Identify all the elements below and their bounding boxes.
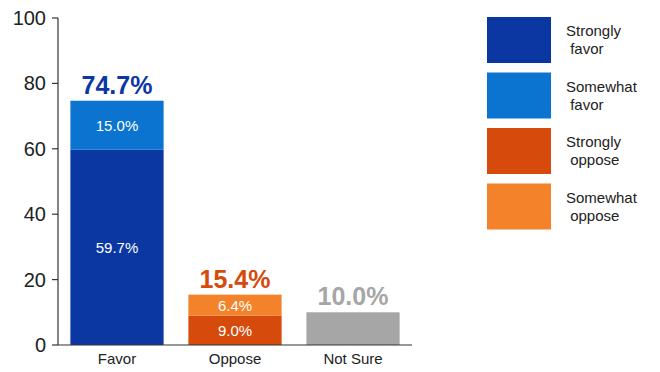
total-label: 74.7% xyxy=(82,71,153,99)
legend-label-line: Somewhat xyxy=(566,189,638,206)
legend-label-line: favor xyxy=(566,96,604,113)
x-tick-label: Oppose xyxy=(209,350,262,367)
axes: 0 20 40 60 80 100 Favor Oppose Not Sure xyxy=(13,7,412,367)
legend: Strongly favorSomewhat favorStrongly opp… xyxy=(487,17,638,230)
y-tick xyxy=(52,214,58,215)
y-tick xyxy=(52,83,58,84)
total-labels: 74.7% 15.4% 10.0% xyxy=(82,71,389,311)
data-label: 6.4% xyxy=(218,297,252,314)
y-tick xyxy=(52,344,58,345)
legend-label-line: Strongly xyxy=(566,22,622,39)
total-label: 10.0% xyxy=(318,282,389,310)
y-tick xyxy=(52,279,58,280)
legend-label: Somewhat oppose xyxy=(566,189,638,224)
data-label: 15.0% xyxy=(96,117,139,134)
bar-segment xyxy=(188,316,281,345)
y-tick-label: 0 xyxy=(35,334,46,356)
x-axis-line xyxy=(58,344,412,345)
data-label: 9.0% xyxy=(218,322,252,339)
data-labels: 59.7% 15.0% 9.0% 6.4% xyxy=(96,117,252,339)
bars xyxy=(70,101,399,345)
legend-swatch xyxy=(487,184,551,230)
y-tick-label: 100 xyxy=(13,7,46,29)
legend-label-line: oppose xyxy=(566,151,619,168)
legend-label: Strongly oppose xyxy=(566,133,622,168)
legend-label: Somewhat favor xyxy=(566,78,638,113)
legend-label-line: favor xyxy=(566,40,604,57)
legend-label-line: Somewhat xyxy=(566,78,638,95)
legend-swatch xyxy=(487,128,551,174)
legend-swatch xyxy=(487,17,551,63)
y-tick-label: 20 xyxy=(24,269,46,291)
y-tick xyxy=(52,17,58,18)
bar-segment xyxy=(188,295,281,316)
x-tick-label: Favor xyxy=(98,350,136,367)
y-tick-label: 80 xyxy=(24,72,46,94)
legend-label-line: Strongly xyxy=(566,133,622,150)
legend-label-line: oppose xyxy=(566,207,619,224)
bar-segment xyxy=(70,101,163,150)
y-tick-label: 60 xyxy=(24,138,46,160)
data-label: 59.7% xyxy=(96,239,139,256)
legend-swatch xyxy=(487,73,551,119)
y-tick xyxy=(52,148,58,149)
y-tick-label: 40 xyxy=(24,203,46,225)
bar-segment xyxy=(70,150,163,345)
total-label: 15.4% xyxy=(200,265,271,293)
bar-segment xyxy=(306,312,399,345)
chart-svg: 59.7% 15.0% 9.0% 6.4% 74.7% 15.4% 10.0% 0 20 40 60… xyxy=(0,0,660,372)
x-tick-label: Not Sure xyxy=(323,350,382,367)
legend-label: Strongly favor xyxy=(566,22,622,57)
y-axis-line xyxy=(57,18,58,345)
chart-container: 59.7% 15.0% 9.0% 6.4% 74.7% 15.4% 10.0% 0 20 40 60… xyxy=(0,0,660,372)
